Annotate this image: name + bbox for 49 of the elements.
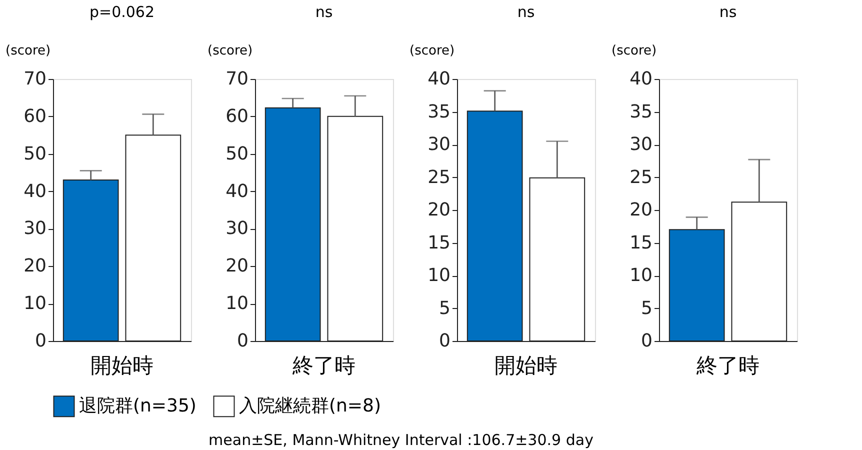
y-tick-label: 0 <box>641 330 652 352</box>
y-tick-label: 60 <box>24 106 46 127</box>
y-tick-label: 25 <box>428 166 450 188</box>
y-tick-label: 5 <box>641 298 652 319</box>
y-tick-label: 20 <box>226 256 248 277</box>
y-tick-label: 10 <box>24 293 46 314</box>
legend-label: 退院群(n=35) <box>79 395 196 416</box>
chart-title: ns <box>719 3 737 21</box>
y-tick-label: 10 <box>226 293 248 314</box>
y-axis-title: (score) <box>410 44 455 58</box>
y-axis-title: (score) <box>6 44 51 58</box>
y-tick-label: 10 <box>630 265 652 286</box>
y-tick-label: 0 <box>439 330 450 352</box>
y-tick-label: 20 <box>630 200 652 220</box>
y-tick-label: 30 <box>428 134 450 155</box>
y-tick-label: 70 <box>24 68 46 90</box>
y-tick-label: 30 <box>630 134 652 155</box>
y-tick-label: 25 <box>630 166 652 188</box>
x-tick-label: 開始時 <box>90 354 154 378</box>
chart-title: ns <box>517 3 535 21</box>
chart-title: p=0.062 <box>89 3 155 21</box>
y-tick-label: 40 <box>24 180 46 202</box>
y-tick-label: 15 <box>630 232 652 254</box>
y-tick-label: 20 <box>428 200 450 220</box>
y-tick-label: 60 <box>226 106 248 127</box>
text: mean±SE, Mann-Whitney Interval :106.7±30.9 day <box>208 431 594 449</box>
y-tick-label: 50 <box>226 143 248 164</box>
y-tick-label: 30 <box>226 218 248 240</box>
y-tick-label: 10 <box>428 265 450 286</box>
x-tick-label: 開始時 <box>494 354 558 378</box>
y-axis-title: (score) <box>208 44 253 58</box>
y-tick-label: 5 <box>439 298 450 319</box>
y-tick-label: 0 <box>237 330 248 352</box>
y-tick-label: 0 <box>35 330 46 352</box>
y-tick-label: 70 <box>226 68 248 90</box>
y-tick-label: 30 <box>24 218 46 240</box>
y-tick-label: 15 <box>428 232 450 254</box>
y-tick-label: 40 <box>428 68 450 90</box>
x-tick-label: 終了時 <box>696 354 760 378</box>
legend-label: 入院継続群(n=8) <box>239 395 381 416</box>
y-tick-label: 35 <box>428 101 450 122</box>
y-tick-label: 40 <box>226 180 248 202</box>
chart-title: ns <box>315 3 333 21</box>
y-tick-label: 20 <box>24 256 46 277</box>
y-axis-title: (score) <box>612 44 657 58</box>
y-tick-label: 35 <box>630 101 652 122</box>
x-tick-label: 終了時 <box>292 354 356 378</box>
y-tick-label: 50 <box>24 143 46 164</box>
y-tick-label: 40 <box>630 68 652 90</box>
